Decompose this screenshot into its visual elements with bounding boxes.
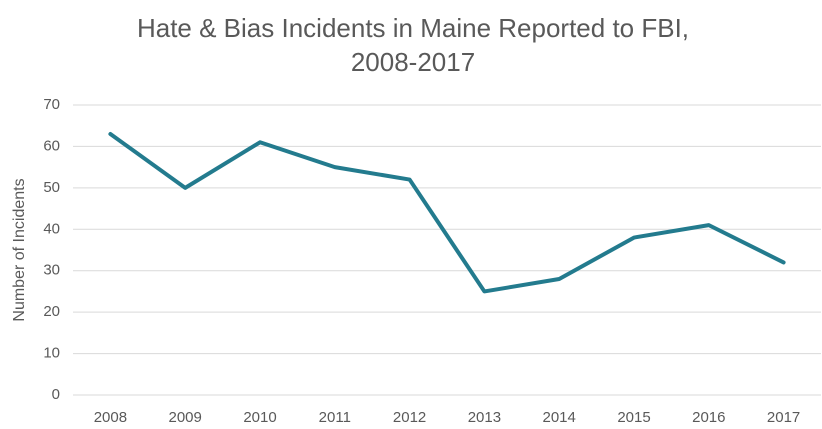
chart-title: Hate & Bias Incidents in Maine Reported … — [137, 13, 689, 43]
x-tick-label: 2016 — [692, 409, 725, 426]
y-tick-label: 40 — [43, 220, 60, 237]
data-line — [108, 132, 786, 294]
x-tick-label: 2015 — [617, 409, 650, 426]
x-tick-label: 2017 — [767, 409, 800, 426]
x-tick-label: 2014 — [543, 409, 576, 426]
x-tick-label: 2012 — [393, 409, 426, 426]
y-tick-label: 70 — [43, 96, 60, 113]
x-tick-label: 2010 — [243, 409, 276, 426]
x-tick-label: 2009 — [169, 409, 202, 426]
y-tick-label: 0 — [52, 386, 60, 403]
y-tick-label: 20 — [43, 303, 60, 320]
y-axis-title: Number of Incidents — [11, 178, 28, 321]
chart-title: 2008-2017 — [351, 47, 475, 77]
x-tick-label: 2011 — [319, 409, 351, 426]
y-tick-label: 60 — [43, 137, 60, 154]
y-tick-label: 10 — [43, 345, 60, 362]
y-tick-label: 50 — [43, 179, 60, 196]
x-tick-label: 2013 — [468, 409, 501, 426]
y-tick-label: 30 — [43, 262, 60, 279]
x-tick-label: 2008 — [94, 409, 127, 426]
